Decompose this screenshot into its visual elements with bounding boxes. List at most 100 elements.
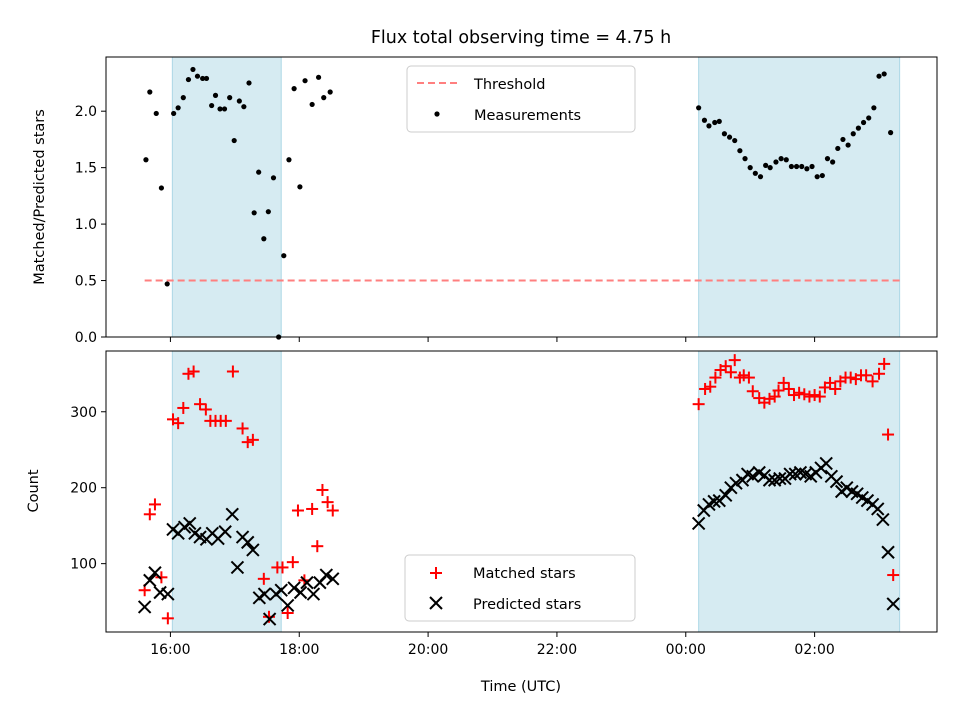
measurement-point	[845, 142, 851, 148]
measurement-point	[315, 74, 322, 80]
measurement-point	[175, 105, 181, 111]
predicted-star-point	[230, 560, 245, 575]
predicted-star-point	[274, 583, 288, 597]
measurement-point	[721, 131, 728, 137]
measurement-point	[881, 71, 887, 77]
matched-star-point	[704, 380, 717, 393]
predicted-star-point	[143, 573, 157, 588]
measurement-point	[143, 157, 149, 163]
measurement-point	[763, 162, 769, 168]
matched-star-point	[844, 371, 857, 384]
measurement-point	[726, 134, 733, 140]
predicted-star-point	[876, 512, 890, 527]
matched-star-point	[306, 502, 319, 515]
measurement-point	[200, 75, 206, 82]
predicted-star-point	[729, 476, 743, 490]
matched-star-point	[887, 569, 900, 582]
legend-measurements-swatch	[434, 111, 440, 117]
measurement-point	[783, 157, 789, 163]
predicted-star-point	[773, 471, 787, 486]
matched-star-point	[155, 571, 168, 584]
predicted-star-point	[246, 543, 260, 557]
measurement-point	[732, 137, 738, 144]
measurement-point	[855, 125, 862, 131]
predicted-star-point	[691, 516, 706, 531]
measurement-point	[236, 98, 242, 104]
measurement-point	[281, 253, 287, 259]
matched-star-point	[692, 398, 705, 411]
chart-title: Flux total observing time = 4.75 h	[371, 28, 671, 48]
measurement-point	[302, 78, 308, 84]
measurement-point	[309, 101, 315, 108]
measurement-point	[752, 170, 758, 176]
matched-star-point	[246, 433, 259, 446]
matched-star-point	[257, 572, 270, 585]
measurement-point	[158, 185, 164, 191]
top-y-tick-label: 1.0	[75, 217, 97, 233]
measurement-point	[871, 105, 877, 111]
measurement-point	[321, 95, 327, 101]
measurement-point	[757, 174, 764, 180]
matched-star-point	[737, 369, 750, 382]
predicted-star-point	[871, 502, 885, 516]
measurement-point	[701, 117, 708, 123]
matched-star-point	[782, 382, 795, 395]
top-shaded-span	[171, 56, 282, 338]
predicted-star-point	[257, 587, 272, 601]
predicted-star-point	[306, 587, 321, 601]
matched-star-point	[161, 612, 174, 625]
bottom-x-tick-label: 16:00	[150, 642, 190, 658]
bottom-y-tick-label: 300	[70, 405, 97, 421]
predicted-star-point	[819, 456, 833, 471]
matched-star-point	[199, 403, 212, 416]
bottom-axes-frame	[105, 350, 938, 633]
measurement-point	[265, 209, 271, 215]
matched-star-point	[291, 504, 304, 517]
measurement-point	[203, 75, 210, 82]
matched-star-point	[719, 360, 732, 373]
measurement-point	[246, 80, 252, 86]
measurement-point	[840, 136, 846, 143]
measurement-point	[706, 123, 712, 129]
legend-matched-swatch	[430, 567, 442, 579]
legend-predicted-label: Predicted stars	[473, 597, 581, 613]
measurement-point	[190, 66, 196, 73]
measurement-point	[804, 166, 810, 172]
predicted-star-point	[881, 545, 895, 559]
predicted-star-point	[287, 581, 301, 595]
measurement-point	[241, 104, 247, 110]
measurement-point	[180, 95, 186, 101]
top-y-tick-label: 2.0	[75, 104, 97, 120]
bottom-x-tick-label: 20:00	[408, 642, 448, 658]
top-panel: 0.00.51.01.52.0 Matched/Predicted stars …	[32, 56, 938, 346]
top-shaded-span	[698, 56, 901, 338]
legend-predicted-swatch	[429, 596, 443, 610]
matched-star-point	[824, 376, 837, 389]
measurement-point	[270, 175, 277, 181]
matched-star-point	[813, 390, 826, 403]
measurement-point	[291, 86, 297, 92]
predicted-star-point	[137, 600, 152, 614]
measurement-point	[297, 184, 303, 190]
measurement-point	[850, 131, 856, 137]
matched-star-point	[241, 436, 254, 449]
matched-star-point	[768, 390, 781, 403]
measurement-point	[209, 102, 215, 109]
measurement-point	[814, 174, 820, 180]
measurement-point	[194, 73, 201, 79]
matched-star-point	[699, 382, 712, 395]
predicted-star-point	[161, 587, 175, 601]
measurement-point	[866, 115, 872, 121]
top-axes-frame	[105, 56, 938, 338]
measurement-point	[824, 156, 831, 162]
bottom-shaded-span	[171, 350, 282, 633]
bottom-x-tick-label: 02:00	[794, 642, 834, 658]
matched-star-point	[798, 388, 811, 401]
legend-measurements-label: Measurements	[474, 108, 581, 124]
measurement-point	[327, 89, 333, 95]
measurement-point	[876, 73, 882, 79]
measurement-point	[860, 119, 867, 126]
matched-star-point	[724, 366, 737, 379]
bottom-x-tick-label: 18:00	[279, 642, 319, 658]
measurement-point	[799, 163, 805, 170]
